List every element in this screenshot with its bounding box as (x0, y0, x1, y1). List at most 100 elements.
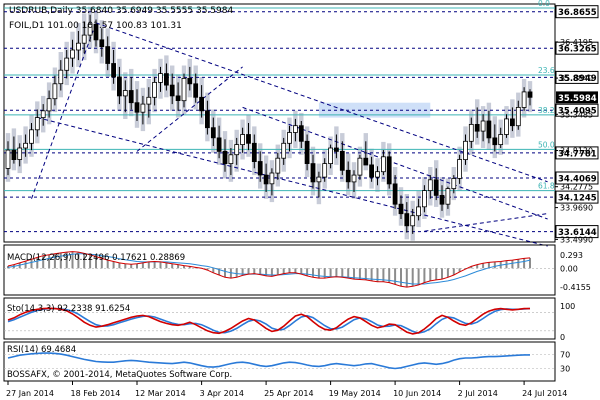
candle-body (5, 149, 11, 169)
price-axis-tick-label: 33.4990 (560, 235, 593, 244)
candle-body (281, 142, 287, 159)
macd-lines (4, 251, 555, 288)
candle-body (474, 124, 480, 132)
candle-body (117, 76, 122, 97)
candle-body (275, 157, 281, 174)
stochastic-axis-tick-label: 0 (560, 333, 565, 342)
price-level-label-box (555, 41, 599, 55)
rsi-main-line (7, 352, 530, 370)
macd-main-line (7, 251, 531, 288)
candle-body (140, 103, 146, 113)
candle-body (210, 127, 216, 139)
rsi-panel: 70 30 RSI(14) 69.4684 BOSSAFX, © 2001-201… (3, 341, 570, 382)
candle-body (298, 125, 304, 142)
candle-body (64, 57, 70, 71)
price-level-lines: 36.8655 36.3265 35.8949 35.4095 34.7781 34.40… (4, 5, 599, 239)
price-level-label: 33.6144 (558, 228, 597, 238)
highlight-zone (318, 102, 431, 118)
time-axis-tick-label: 24 Jul 2014 (522, 389, 567, 398)
candle-body (257, 161, 263, 176)
candle-body (339, 150, 345, 171)
candle-body (251, 142, 257, 163)
candle-body (193, 83, 199, 98)
candle-body (93, 23, 99, 41)
candle-body (421, 190, 427, 208)
candle-body (392, 183, 398, 205)
candle-body (357, 157, 363, 176)
fibonacci-levels: 0.0 23.6 38.2 50.0 61.8 (4, 0, 555, 192)
candle-body (292, 125, 298, 133)
candle-body (128, 90, 134, 104)
candle-body (310, 163, 316, 183)
candle-body (457, 159, 463, 179)
rsi-line (4, 352, 555, 370)
candle-body (263, 174, 269, 185)
stochastic-axis-tick-label: 100 (560, 302, 575, 311)
stochastic-label: Sto(14,3,3) 92.2338 91.6254 (7, 304, 130, 314)
macd-axis-tick-label: 0.293 (560, 251, 583, 260)
candle-body (345, 169, 351, 183)
time-axis-tick-label: 25 Apr 2014 (264, 389, 313, 398)
stochastic-main-line (7, 307, 530, 335)
candle-body (87, 23, 93, 36)
main-panel-frame (3, 3, 556, 243)
time-axis-tick-label: 2 Jul 2014 (458, 389, 498, 398)
candle-body (181, 78, 187, 102)
candlesticks (5, 14, 533, 234)
candle-body (46, 98, 52, 112)
price-level-label-box (555, 5, 599, 19)
candle-body (480, 120, 486, 132)
candle-body (52, 83, 58, 100)
candle-body (504, 118, 509, 135)
price-level-label-box (555, 146, 599, 160)
trend-line (31, 22, 97, 199)
candle-body (527, 91, 533, 98)
candle-body (433, 179, 439, 196)
price-level-label-box (555, 171, 599, 185)
candle-body (169, 84, 175, 97)
stochastic-signal-line (7, 307, 531, 334)
candle-body (228, 154, 234, 165)
candle-body (509, 118, 515, 127)
macd-panel-frame (3, 244, 556, 296)
candle-body (23, 142, 29, 149)
candle-body (216, 137, 222, 152)
candle-body (521, 91, 527, 108)
highlight-box (318, 102, 431, 118)
time-axis-tick-label: 10 Jun 2014 (393, 389, 441, 398)
candle-body (398, 203, 404, 215)
stochastic-panel-frame (3, 297, 556, 340)
candle-body (333, 147, 339, 152)
candle-body (122, 90, 128, 97)
trend-line (95, 22, 548, 183)
candle-body (40, 110, 46, 119)
candle-body (163, 73, 169, 86)
candle-body (146, 96, 152, 105)
candle-body (439, 194, 445, 205)
candle-body (375, 171, 380, 178)
price-level-label: 36.3265 (558, 45, 597, 55)
candle-body (427, 179, 433, 192)
candle-body (445, 188, 451, 205)
candle-body (11, 149, 17, 161)
current-price-label: 35.5984 (558, 94, 597, 104)
candle-body (58, 69, 64, 85)
candle-body (386, 156, 392, 185)
candle-body (111, 63, 116, 78)
candle-body (175, 95, 181, 102)
fib-label: 38.2 (538, 106, 555, 115)
candle-body (463, 140, 468, 161)
price-level-label-box (555, 70, 599, 84)
time-axis-tick-label: 27 Jan 2014 (6, 389, 54, 398)
candle-body (76, 42, 81, 51)
fib-label: 0.0 (538, 0, 550, 8)
macd-label: MACD(12,26,9) 0.22496 0.17621 0.28869 (7, 253, 185, 263)
fib-label: 23.6 (538, 66, 555, 75)
candle-body (269, 172, 275, 185)
price-axis-tick-label: 34.2775 (560, 183, 593, 192)
trend-line (37, 117, 548, 247)
candle-body (287, 132, 292, 144)
candle-body (380, 156, 386, 173)
macd-panel: 0.293 0.00 -0.4155 MACD(12,26,9) 0.22496 0… (3, 244, 591, 296)
